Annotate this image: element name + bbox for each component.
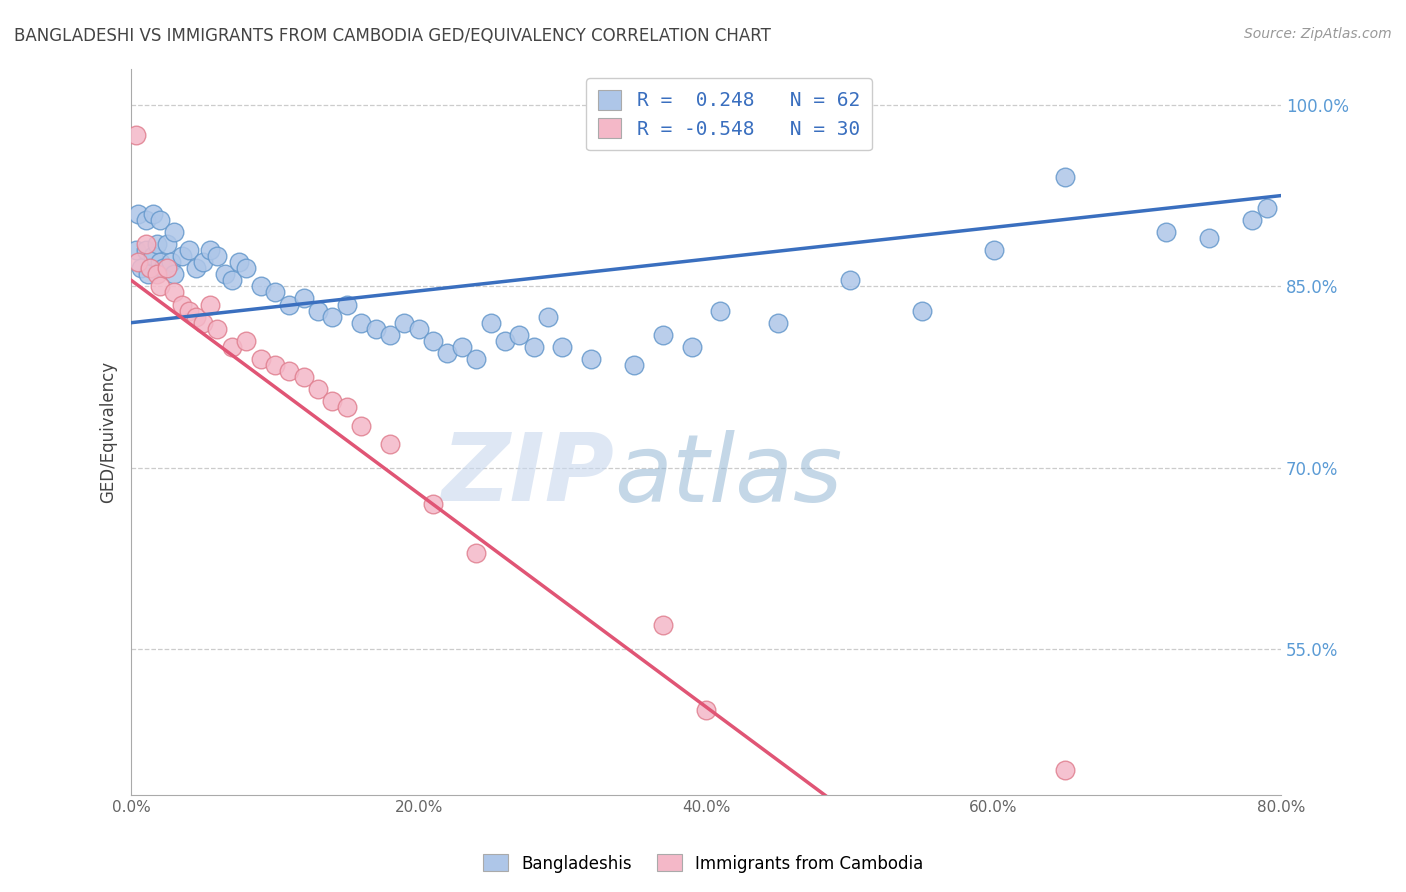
Point — [191, 316, 214, 330]
Point — [264, 358, 287, 372]
Point — [235, 261, 257, 276]
Point — [191, 255, 214, 269]
Point — [1054, 764, 1077, 778]
Point — [394, 316, 416, 330]
Point — [523, 340, 546, 354]
Point — [200, 297, 222, 311]
Point — [350, 418, 373, 433]
Point — [149, 279, 172, 293]
Point — [838, 273, 860, 287]
Point — [983, 243, 1005, 257]
Point — [278, 297, 301, 311]
Point — [1241, 212, 1264, 227]
Point — [264, 285, 287, 300]
Point — [1198, 231, 1220, 245]
Point — [177, 303, 200, 318]
Point — [422, 497, 444, 511]
Point — [149, 255, 172, 269]
Point — [465, 351, 488, 366]
Point — [184, 310, 207, 324]
Point — [1154, 225, 1177, 239]
Point — [1054, 170, 1077, 185]
Point — [278, 364, 301, 378]
Point — [142, 207, 165, 221]
Point — [911, 303, 934, 318]
Point — [465, 546, 488, 560]
Point — [436, 346, 458, 360]
Point — [307, 382, 329, 396]
Point — [170, 297, 193, 311]
Point — [652, 327, 675, 342]
Point — [652, 618, 675, 632]
Point — [623, 358, 645, 372]
Point — [537, 310, 560, 324]
Point — [364, 322, 387, 336]
Point — [249, 279, 271, 293]
Point — [1256, 201, 1278, 215]
Point — [221, 340, 243, 354]
Point — [321, 310, 343, 324]
Point — [163, 225, 186, 239]
Legend: R =  0.248   N = 62, R = -0.548   N = 30: R = 0.248 N = 62, R = -0.548 N = 30 — [586, 78, 872, 151]
Y-axis label: GED/Equivalency: GED/Equivalency — [100, 360, 117, 503]
Point — [766, 316, 789, 330]
Point — [170, 249, 193, 263]
Point — [127, 207, 149, 221]
Point — [163, 285, 186, 300]
Point — [709, 303, 731, 318]
Point — [681, 340, 703, 354]
Point — [163, 267, 186, 281]
Point — [146, 237, 169, 252]
Point — [146, 267, 169, 281]
Point — [135, 212, 157, 227]
Point — [184, 261, 207, 276]
Point — [135, 243, 157, 257]
Point — [177, 243, 200, 257]
Point — [139, 261, 162, 276]
Point — [124, 128, 146, 142]
Point — [450, 340, 472, 354]
Text: BANGLADESHI VS IMMIGRANTS FROM CAMBODIA GED/EQUIVALENCY CORRELATION CHART: BANGLADESHI VS IMMIGRANTS FROM CAMBODIA … — [14, 27, 770, 45]
Point — [494, 334, 516, 348]
Text: ZIP: ZIP — [441, 429, 614, 521]
Point — [207, 322, 229, 336]
Point — [378, 436, 401, 450]
Point — [124, 243, 146, 257]
Point — [152, 261, 174, 276]
Point — [479, 316, 502, 330]
Point — [307, 303, 329, 318]
Point — [127, 255, 149, 269]
Point — [149, 212, 172, 227]
Point — [214, 267, 236, 281]
Point — [508, 327, 530, 342]
Point — [422, 334, 444, 348]
Point — [249, 351, 271, 366]
Point — [221, 273, 243, 287]
Point — [156, 261, 179, 276]
Text: atlas: atlas — [614, 430, 842, 521]
Point — [292, 370, 315, 384]
Text: Source: ZipAtlas.com: Source: ZipAtlas.com — [1244, 27, 1392, 41]
Legend: Bangladeshis, Immigrants from Cambodia: Bangladeshis, Immigrants from Cambodia — [477, 847, 929, 880]
Point — [336, 401, 359, 415]
Point — [200, 243, 222, 257]
Point — [160, 255, 183, 269]
Point — [292, 292, 315, 306]
Point — [551, 340, 574, 354]
Point — [408, 322, 430, 336]
Point — [378, 327, 401, 342]
Point — [131, 261, 153, 276]
Point — [138, 267, 160, 281]
Point — [142, 249, 165, 263]
Point — [579, 351, 602, 366]
Point — [321, 394, 343, 409]
Point — [135, 237, 157, 252]
Point — [156, 237, 179, 252]
Point — [350, 316, 373, 330]
Point — [336, 297, 359, 311]
Point — [695, 703, 717, 717]
Point — [228, 255, 250, 269]
Point — [207, 249, 229, 263]
Point — [235, 334, 257, 348]
